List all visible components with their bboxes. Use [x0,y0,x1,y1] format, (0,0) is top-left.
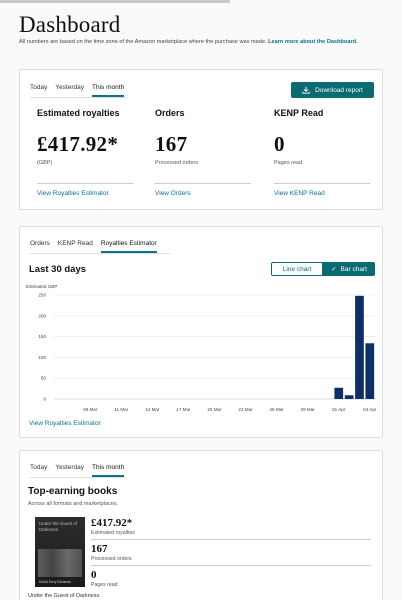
divider [155,183,251,184]
tab-this-month[interactable]: This month [92,462,125,477]
x-tick-label: 17 Mar [176,407,191,412]
metric-value: £417.92* [37,132,119,156]
top-earning-title: Top-earning books [28,486,118,497]
book-royalties-value: £417.92* [91,517,133,529]
page-subtitle: All numbers are based on the time zone o… [19,38,389,48]
check-icon: ✓ [331,266,337,273]
y-tick-label: 250 [38,293,46,298]
y-tick-label: 0 [43,397,46,402]
metric-orders: Orders 167 Processed orders View Orders [155,108,259,197]
tab-yesterday[interactable]: Yesterday [55,84,85,91]
cover-author: Dekull Eerry Edinavich [39,580,72,584]
book-cover[interactable]: Under the Guest of Darkness Dekull Eerry… [35,517,85,587]
learn-more-link[interactable]: Learn more about the Dashboard. [268,39,358,45]
bar-chart-button[interactable]: ✓ Bar chart [323,262,375,276]
tab-today[interactable]: Today [30,84,48,91]
metric-label: Estimated royalties [37,108,120,118]
x-tick-label: 01 Apr [332,407,346,412]
period-tabs: Today Yesterday This month [30,82,125,97]
tab-royalties-estimator[interactable]: Royalties Estimator [100,238,157,253]
chart-bar [355,295,364,399]
book-title[interactable]: Under the Guest of Darkness [28,593,100,599]
chart-type-toggle: Line chart ✓ Bar chart [271,262,375,276]
top-earning-card: Today Yesterday This month Top-earning b… [19,450,383,600]
chart-title: Last 30 days [29,264,87,275]
x-tick-label: 11 Mar [114,407,128,412]
tab-kenp-read[interactable]: KENP Read [57,240,93,247]
cover-art [38,549,82,577]
tab-orders[interactable]: Orders [30,240,50,247]
tab-underline [30,253,170,254]
tab-underline [30,477,126,478]
x-tick-label: 14 Mar [145,407,160,412]
metric-value: 167 [155,132,188,156]
divider [91,539,371,540]
metric-label: KENP Read [274,108,324,118]
download-report-label: Download report [315,86,363,94]
view-kenp-read-link[interactable]: View KENP Read [274,190,325,197]
page-title: Dashboard [19,12,121,37]
view-royalties-estimator-link[interactable]: View Royalties Estimator [29,420,101,427]
x-tick-label: 23 Mar [238,407,253,412]
metric-value: 0 [274,132,285,156]
y-tick-label: 200 [38,313,46,318]
metric-sub: Processed orders [155,160,199,166]
chart-bar [344,395,354,399]
cover-title: Under the Guest of Darkness [39,521,78,532]
book-royalties-label: Estimated royalties [91,530,135,536]
y-tick-label: 100 [38,355,46,360]
chart-tabs: Orders KENP Read Royalties Estimator [30,238,157,253]
book-kenp-value: 0 [91,569,97,581]
royalties-bar-chart: Estimated GBP 0 50 100 150 200 250 08 Mar 11 Mar… [26,284,377,412]
tab-this-month[interactable]: This month [92,82,125,97]
timezone-note: All numbers are based on the time zone o… [19,39,267,45]
x-tick-label: 20 Mar [207,407,222,412]
bar-chart-label: Bar chart [340,265,367,273]
book-kenp-label: Pages read [91,582,118,588]
x-tick-label: 08 Mar [83,407,98,412]
view-royalties-estimator-link[interactable]: View Royalties Estimator [37,190,109,197]
divider [91,565,371,566]
download-report-button[interactable]: Download report [291,82,374,98]
tab-underline [30,97,126,98]
period-tabs: Today Yesterday This month [30,462,125,477]
page-progress-bar [0,0,230,3]
metric-royalties: Estimated royalties £417.92* (GBP) View … [37,108,141,197]
view-orders-link[interactable]: View Orders [155,190,191,197]
summary-card: Today Yesterday This month Download repo… [19,69,383,210]
book-orders-label: Processed orders [91,556,132,562]
metric-label: Orders [155,108,185,118]
metric-sub: (GBP) [37,160,53,166]
chart-card: Orders KENP Read Royalties Estimator Las… [19,226,383,438]
divider [37,183,133,184]
x-tick-label: 04 Apr [363,407,377,412]
download-icon [302,86,310,94]
chart-bar [365,343,375,399]
chart-bar [334,387,344,399]
tab-yesterday[interactable]: Yesterday [55,464,85,471]
divider [274,183,370,184]
top-earning-subtitle: Across all formats and marketplaces. [28,501,119,507]
y-axis-label: Estimated GBP [26,284,57,289]
x-tick-label: 29 Mar [301,407,316,412]
y-tick-label: 150 [38,334,46,339]
book-orders-value: 167 [91,543,108,555]
y-tick-label: 50 [41,376,47,381]
metric-kenp: KENP Read 0 Pages read View KENP Read [274,108,378,197]
book-stats: £417.92* Estimated royalties 167 Process… [91,517,371,599]
x-tick-label: 26 Mar [269,407,284,412]
tab-today[interactable]: Today [30,464,48,471]
metric-sub: Pages read [274,160,303,166]
line-chart-button[interactable]: Line chart [271,262,323,276]
